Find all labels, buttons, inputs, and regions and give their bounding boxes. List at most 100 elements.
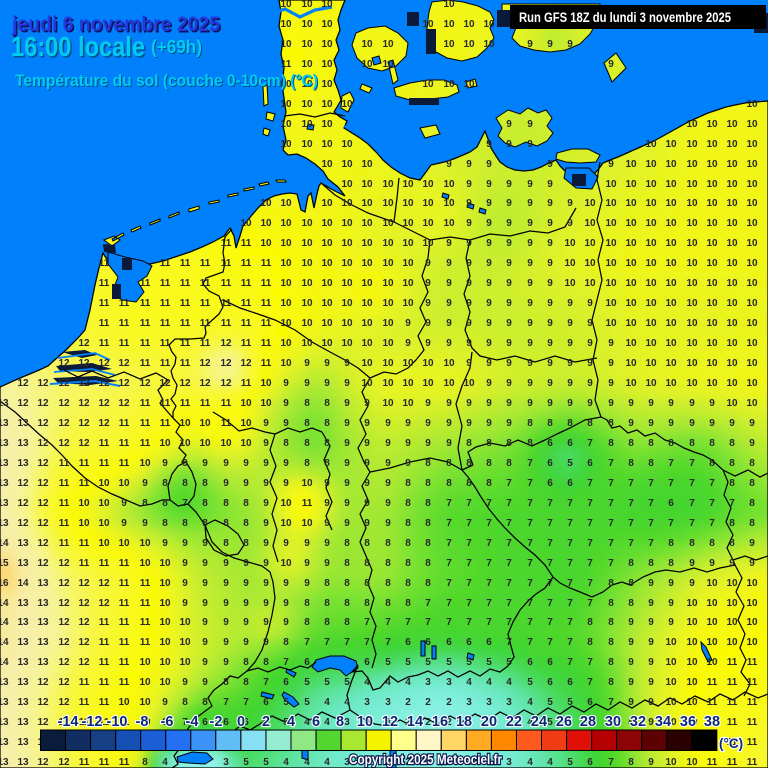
svg-text:10: 10 — [746, 338, 758, 349]
svg-text:7: 7 — [527, 598, 533, 609]
svg-text:6: 6 — [547, 458, 553, 469]
svg-text:8: 8 — [364, 578, 370, 589]
svg-text:10: 10 — [706, 278, 718, 289]
svg-text:10: 10 — [139, 697, 151, 708]
svg-text:13: 13 — [17, 458, 29, 469]
svg-text:12: 12 — [98, 358, 110, 369]
svg-text:11: 11 — [241, 378, 252, 389]
svg-text:13: 13 — [17, 737, 29, 748]
svg-text:8: 8 — [283, 637, 289, 648]
svg-text:10: 10 — [361, 218, 373, 229]
svg-text:12: 12 — [17, 498, 29, 509]
svg-text:10: 10 — [686, 358, 698, 369]
svg-text:9: 9 — [466, 318, 472, 329]
svg-text:8: 8 — [648, 458, 654, 469]
svg-text:10: 10 — [382, 179, 394, 190]
svg-text:11: 11 — [241, 258, 252, 269]
svg-text:7: 7 — [689, 478, 695, 489]
svg-text:12: 12 — [139, 378, 151, 389]
svg-text:12: 12 — [37, 538, 49, 549]
svg-text:8: 8 — [729, 478, 735, 489]
svg-text:10: 10 — [605, 278, 617, 289]
svg-text:9: 9 — [486, 398, 492, 409]
svg-text:9: 9 — [385, 438, 391, 449]
svg-text:10: 10 — [726, 139, 738, 150]
svg-text:11: 11 — [200, 298, 211, 309]
svg-text:9: 9 — [628, 697, 634, 708]
svg-text:7: 7 — [547, 498, 553, 509]
svg-text:10: 10 — [361, 378, 373, 389]
svg-text:10: 10 — [443, 179, 455, 190]
svg-text:6: 6 — [446, 637, 452, 648]
svg-text:9: 9 — [506, 139, 512, 150]
svg-text:12: 12 — [58, 657, 70, 668]
svg-text:11: 11 — [160, 398, 171, 409]
svg-text:7: 7 — [486, 538, 492, 549]
svg-text:9: 9 — [547, 378, 553, 389]
svg-text:9: 9 — [486, 198, 492, 209]
svg-text:12: 12 — [17, 518, 29, 529]
svg-text:9: 9 — [506, 198, 512, 209]
svg-text:8: 8 — [304, 598, 310, 609]
svg-text:10: 10 — [706, 637, 718, 648]
svg-text:8: 8 — [223, 498, 229, 509]
svg-text:12: 12 — [118, 398, 130, 409]
svg-text:8: 8 — [486, 458, 492, 469]
svg-text:9: 9 — [486, 358, 492, 369]
svg-text:8: 8 — [709, 438, 715, 449]
svg-text:11: 11 — [99, 458, 110, 469]
svg-text:10: 10 — [706, 218, 718, 229]
svg-text:11: 11 — [79, 538, 90, 549]
svg-text:10: 10 — [665, 298, 677, 309]
svg-text:9: 9 — [486, 258, 492, 269]
svg-text:4: 4 — [506, 677, 512, 688]
svg-text:12: 12 — [240, 358, 252, 369]
svg-text:9: 9 — [223, 478, 229, 489]
svg-text:6: 6 — [547, 677, 553, 688]
svg-text:9: 9 — [223, 598, 229, 609]
svg-text:7: 7 — [405, 617, 411, 628]
svg-text:9: 9 — [446, 418, 452, 429]
svg-text:10: 10 — [280, 0, 292, 10]
svg-text:9: 9 — [608, 59, 614, 70]
svg-text:13: 13 — [17, 717, 29, 728]
svg-text:6: 6 — [425, 637, 431, 648]
svg-text:9: 9 — [202, 617, 208, 628]
svg-text:9: 9 — [527, 198, 533, 209]
svg-text:11: 11 — [99, 637, 110, 648]
svg-text:7: 7 — [506, 637, 512, 648]
svg-text:12: 12 — [37, 438, 49, 449]
svg-text:12: 12 — [220, 338, 232, 349]
svg-text:10: 10 — [382, 338, 394, 349]
svg-text:10: 10 — [341, 338, 353, 349]
svg-text:10: 10 — [280, 518, 292, 529]
svg-text:7: 7 — [567, 518, 573, 529]
svg-text:-14: -14 — [58, 714, 79, 730]
svg-text:4: 4 — [162, 757, 168, 768]
svg-text:8: 8 — [628, 578, 634, 589]
svg-text:7: 7 — [324, 637, 330, 648]
svg-text:7: 7 — [608, 558, 614, 569]
svg-text:13: 13 — [0, 478, 9, 489]
svg-text:9: 9 — [648, 677, 654, 688]
svg-text:10: 10 — [645, 258, 657, 269]
svg-text:9: 9 — [344, 458, 350, 469]
svg-text:9: 9 — [263, 578, 269, 589]
svg-text:10: 10 — [726, 238, 738, 249]
svg-text:11: 11 — [140, 398, 151, 409]
svg-text:11: 11 — [99, 438, 110, 449]
svg-text:9: 9 — [486, 418, 492, 429]
svg-text:8: 8 — [729, 458, 735, 469]
svg-text:10: 10 — [726, 398, 738, 409]
svg-text:9: 9 — [466, 238, 472, 249]
svg-text:10: 10 — [301, 99, 313, 110]
svg-text:10: 10 — [706, 657, 718, 668]
svg-text:8: 8 — [182, 518, 188, 529]
svg-text:7: 7 — [709, 478, 715, 489]
svg-text:9: 9 — [608, 159, 614, 170]
svg-text:7: 7 — [729, 498, 735, 509]
svg-text:7: 7 — [689, 458, 695, 469]
svg-text:13: 13 — [0, 518, 9, 529]
svg-text:10: 10 — [686, 218, 698, 229]
svg-text:14: 14 — [0, 538, 9, 549]
